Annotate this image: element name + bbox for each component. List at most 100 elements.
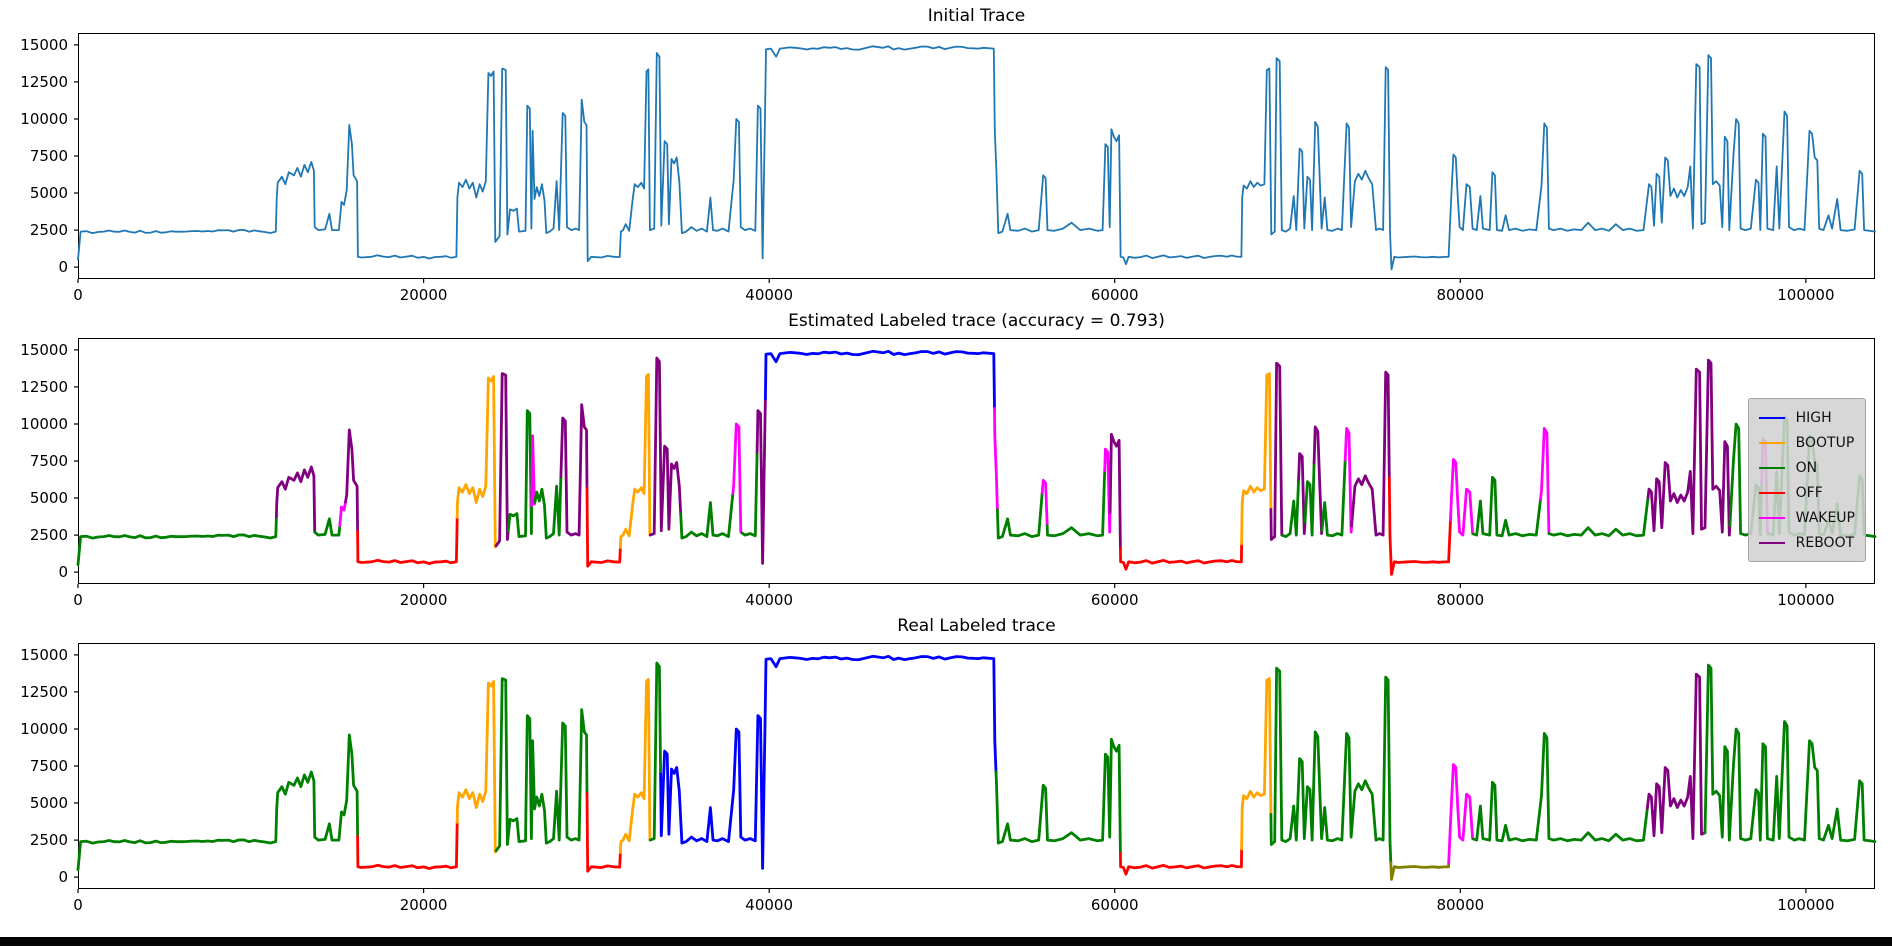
y-tick-label: 12500	[20, 377, 68, 396]
trace-segment-ON	[1471, 475, 1542, 538]
panel-title-estimated-labeled-trace: Estimated Labeled trace (accuracy = 0.79…	[788, 311, 1165, 331]
trace-segment-OFF	[1119, 847, 1243, 876]
trace-segment-REBOOT	[1312, 425, 1324, 536]
x-tick-label: 0	[73, 286, 83, 304]
trace-segment-ON	[533, 475, 563, 540]
legend-label: OFF	[1795, 484, 1823, 501]
trace-segment-WAKEUP	[1447, 763, 1475, 865]
legend-row: HIGH	[1758, 407, 1855, 428]
y-tick-label: 2500	[29, 831, 68, 850]
trace-segment-WAKEUP	[1449, 458, 1475, 537]
panel-title-real-labeled-trace: Real Labeled trace	[897, 616, 1056, 636]
trace-segment-HIGH	[764, 349, 996, 410]
legend-row: WAKEUP	[1758, 507, 1855, 528]
x-tick-label: 0	[73, 896, 83, 914]
trace-segment-WAKEUP	[993, 407, 999, 512]
trace-segment-ON	[648, 661, 662, 842]
trace-segment-OFF	[585, 486, 622, 568]
trace-segment-ON	[679, 491, 735, 540]
y-tick-label: 5000	[29, 794, 68, 813]
initial-trace-plot-area	[74, 33, 1876, 283]
trace-segment-ON	[1280, 477, 1300, 539]
x-tick-label: 60000	[1090, 896, 1139, 914]
y-tick-label: 2500	[29, 221, 68, 240]
x-tick-label: 60000	[1090, 286, 1139, 304]
trace-segment-REBOOT	[1297, 452, 1307, 536]
trace-segment-REBOOT	[559, 403, 589, 537]
trace-segment-ON	[313, 517, 342, 537]
trace-segment-REBOOT	[755, 397, 767, 565]
y-tick-label: 0	[58, 563, 68, 582]
trace-segment-BOOTUP	[1240, 677, 1273, 851]
legend-label: HIGH	[1795, 409, 1832, 426]
estimated-labeled-trace-plot-area	[74, 338, 1877, 588]
trace-segment-REBOOT	[1645, 672, 1707, 841]
trace-segment-OFF	[356, 820, 459, 870]
trace-segment-ON	[494, 677, 589, 853]
trace-segment-BOOTUP	[455, 375, 498, 549]
trace-segment-UNLABELED	[1389, 861, 1451, 881]
legend-swatch-reboot	[1758, 541, 1785, 544]
trace-segment-ON	[1303, 461, 1316, 537]
x-tick-label: 100000	[1777, 286, 1835, 304]
taskbar-strip	[0, 937, 1892, 946]
trace-segment-OFF	[1387, 476, 1452, 576]
trace-segment-ON	[1045, 469, 1107, 538]
trace-segment-REBOOT	[1350, 370, 1391, 537]
panel-title-initial-trace: Initial Trace	[927, 6, 1026, 26]
trace-segment-trace	[77, 45, 1876, 271]
trace-segment-WAKEUP	[731, 422, 744, 535]
trace-segment-WAKEUP	[530, 434, 537, 508]
legend-row: BOOTUP	[1758, 432, 1855, 453]
trace-segment-REBOOT	[648, 356, 683, 537]
y-tick-label: 10000	[20, 719, 68, 738]
trace-segment-HIGH	[659, 654, 998, 870]
trace-segment-BOOTUP	[455, 680, 498, 854]
y-tick-label: 0	[58, 868, 68, 887]
legend-row: ON	[1758, 457, 1855, 478]
y-tick-label: 12500	[20, 72, 68, 91]
x-tick-label: 100000	[1777, 896, 1835, 914]
y-tick-label: 15000	[20, 35, 68, 54]
y-tick-label: 7500	[29, 757, 68, 775]
plot-border	[78, 338, 1875, 584]
x-tick-label: 20000	[399, 591, 448, 609]
plot-border	[78, 643, 1875, 889]
legend-swatch-bootup	[1758, 441, 1785, 444]
trace-segment-WAKEUP	[338, 500, 347, 528]
trace-segment-ON	[1471, 732, 1649, 843]
x-tick-label: 100000	[1777, 591, 1835, 609]
x-tick-label: 80000	[1436, 896, 1485, 914]
trace-segment-OFF	[1119, 542, 1243, 571]
y-tick-label: 5000	[29, 184, 68, 203]
x-tick-label: 60000	[1090, 591, 1139, 609]
trace-segment-ON	[1269, 666, 1393, 865]
legend-swatch-wakeup	[1758, 516, 1785, 519]
trace-segment-WAKEUP	[1539, 427, 1551, 536]
y-tick-label: 15000	[20, 340, 68, 359]
x-tick-label: 40000	[745, 591, 793, 609]
x-tick-label: 80000	[1436, 591, 1485, 609]
y-tick-label: 0	[58, 258, 68, 277]
trace-segment-BOOTUP	[1240, 372, 1273, 546]
panel-estimated-labeled-trace: Estimated Labeled trace (accuracy = 0.79…	[0, 305, 1892, 610]
trace-segment-ON	[1320, 458, 1347, 538]
legend-label: ON	[1795, 459, 1818, 476]
trace-segment-REBOOT	[1269, 361, 1284, 541]
trace-segment-REBOOT	[494, 372, 510, 548]
y-tick-label: 10000	[20, 109, 68, 128]
y-tick-label: 7500	[29, 147, 68, 165]
x-tick-label: 20000	[399, 896, 448, 914]
trace-segment-REBOOT	[344, 428, 360, 533]
trace-segment-ON	[996, 491, 1044, 540]
legend-swatch-on	[1758, 466, 1785, 469]
x-tick-label: 40000	[745, 286, 793, 304]
real-labeled-trace-plot-area	[74, 643, 1877, 893]
trace-segment-REBOOT	[1108, 432, 1122, 550]
trace-segment-WAKEUP	[1040, 478, 1049, 528]
panel-initial-trace: Initial Trace 0 20000 40000 60000 80000 10000…	[0, 0, 1892, 305]
y-tick-label: 7500	[29, 452, 68, 470]
y-tick-label: 5000	[29, 489, 68, 508]
trace-segment-OFF	[356, 515, 459, 565]
legend-swatch-off	[1758, 491, 1785, 494]
